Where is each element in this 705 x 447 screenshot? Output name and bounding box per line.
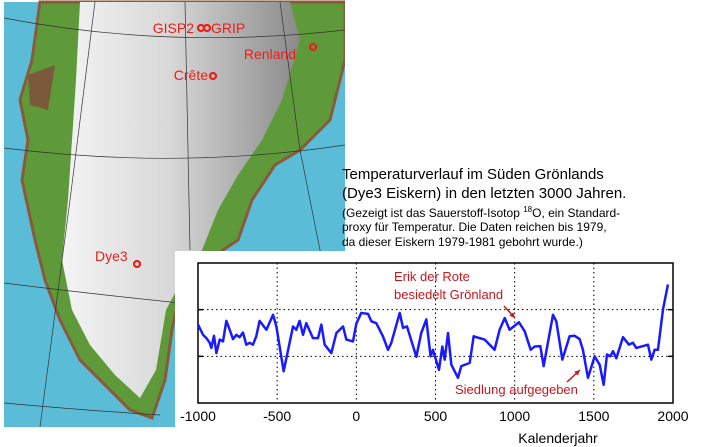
site-label-renland: Renland <box>244 46 296 62</box>
caption-post: O, ein Standard- <box>532 206 621 220</box>
arrowhead <box>574 370 580 376</box>
x-tick-label: 500 <box>424 408 448 424</box>
crete-marker <box>208 71 218 81</box>
renland-marker <box>308 42 318 52</box>
greenland-map: GISP2 GRIP Renland Crête Dye3 <box>3 0 345 428</box>
island <box>28 65 55 110</box>
plot-frame <box>197 262 674 404</box>
chart-title-line1: Temperaturverlauf im Süden Grönlands <box>342 166 604 183</box>
caption-pre: (Gezeigt ist das Sauerstoff-Isotop <box>342 206 524 220</box>
site-label-grip: GRIP <box>211 20 245 36</box>
temperature-chart: -1000 -500 0 500 1000 1500 2000 Kalenderjahr E… <box>180 262 689 446</box>
chart-panel: -1000 -500 0 500 1000 1500 2000 Kalenderjahr E… <box>175 251 705 447</box>
dye3-marker <box>132 259 142 269</box>
chart-title-line2: (Dye3 Eiskern) in den letzten 3000 Jahre… <box>342 185 627 202</box>
site-label-gisp2: GISP2 <box>153 20 194 36</box>
series-line-dye3 <box>196 284 670 387</box>
x-tick-label: -1000 <box>180 408 216 424</box>
x-tick-label: -500 <box>263 408 291 424</box>
x-tick-label: 1500 <box>578 408 609 424</box>
x-axis-label: Kalenderjahr <box>518 430 598 446</box>
annotation-erik-line1: Erik der Rote <box>394 269 470 284</box>
caption-line2: proxy für Temperatur. Die Daten reichen … <box>342 220 607 234</box>
annotations: Erik der Rote besiedelt Grönland Siedlun… <box>394 269 581 397</box>
grip-marker <box>202 23 212 33</box>
annotation-siedlung: Siedlung aufgegeben <box>455 382 578 397</box>
site-label-dye3: Dye3 <box>95 248 128 264</box>
x-tick-label: 2000 <box>657 408 688 424</box>
ice-sheet <box>62 2 300 398</box>
x-tick-labels: -1000 -500 0 500 1000 1500 2000 <box>180 408 689 424</box>
annotation-erik-line2: besiedelt Grönland <box>394 287 503 302</box>
caption-superscript: 18 <box>523 205 533 214</box>
caption-line1: (Gezeigt ist das Sauerstoff-Isotop 18O, … <box>342 205 620 220</box>
x-tick-label: 0 <box>352 408 360 424</box>
arrowhead <box>509 312 515 318</box>
grid <box>198 263 673 403</box>
caption-line3: da dieser Eiskern 1979-1981 gebohrt wurd… <box>342 235 583 249</box>
x-tick-label: 1000 <box>499 408 530 424</box>
site-label-crete: Crête <box>174 67 208 83</box>
